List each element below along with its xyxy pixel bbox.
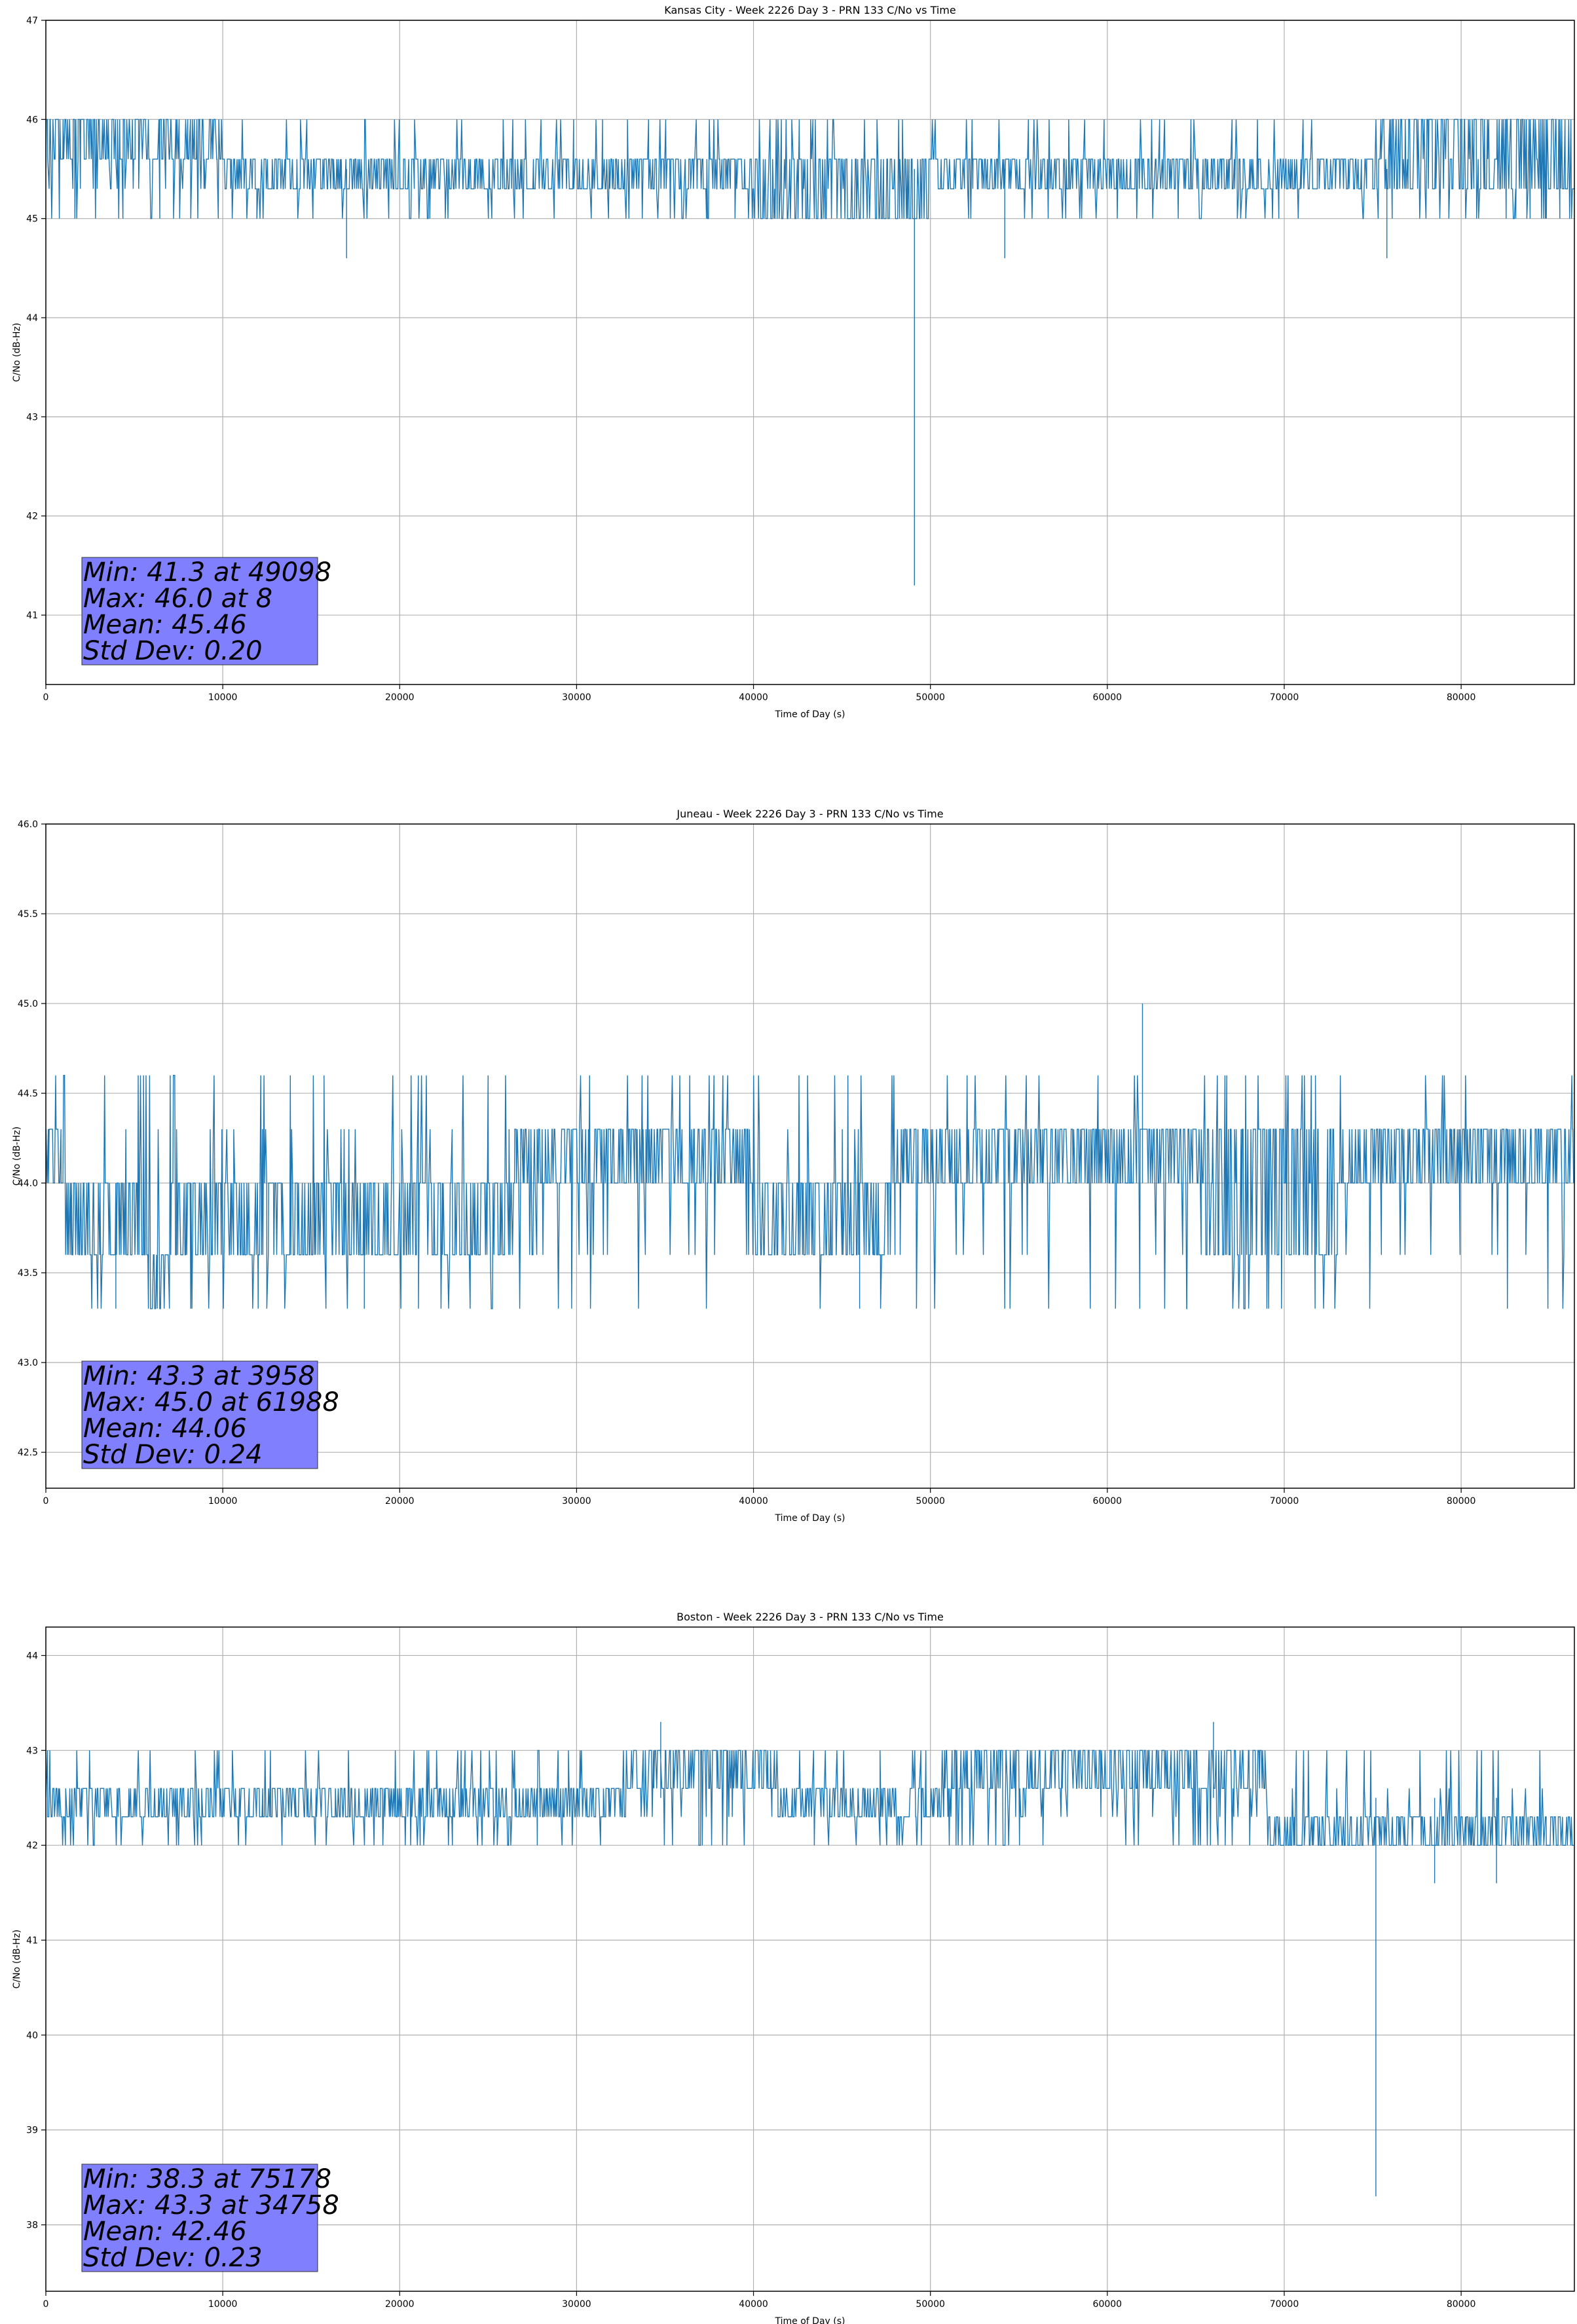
- y-tick-label: 43.0: [18, 1358, 38, 1368]
- stats-min: Min: 38.3 at 75178: [83, 2164, 331, 2194]
- x-tick-label: 10000: [208, 2299, 238, 2310]
- stats-mean: Mean: 45.46: [83, 610, 247, 640]
- y-tick-label: 47: [26, 16, 38, 26]
- x-tick-label: 0: [43, 692, 49, 703]
- x-axis-label: Time of Day (s): [775, 1513, 845, 1524]
- x-tick-label: 30000: [562, 2299, 591, 2310]
- y-tick-label: 42: [26, 1841, 38, 1851]
- y-tick-label: 38: [26, 2221, 38, 2231]
- plot-frame: [45, 1626, 1575, 2292]
- y-tick-label: 46.0: [18, 819, 38, 830]
- y-tick-label: 42.5: [18, 1448, 38, 1458]
- y-tick-label: 44.5: [18, 1089, 38, 1099]
- plot-frame: [45, 20, 1575, 685]
- y-tick-label: 44.0: [18, 1178, 38, 1189]
- x-tick-label: 70000: [1270, 692, 1299, 703]
- y-axis-label: C/No (dB-Hz): [12, 323, 22, 382]
- stats-box-background: [81, 2164, 318, 2272]
- stats-box-background: [81, 1360, 318, 1469]
- stats-std: Std Dev: 0.23: [83, 2243, 263, 2273]
- stats-std: Std Dev: 0.20: [83, 636, 263, 666]
- stats-mean: Mean: 42.46: [83, 2217, 247, 2247]
- y-tick-label: 40: [26, 2031, 38, 2041]
- x-tick-label: 30000: [562, 1496, 591, 1507]
- x-tick-label: 40000: [739, 692, 768, 703]
- x-tick-label: 60000: [1093, 692, 1122, 703]
- chart-panel-1: 0 10000 20000 30000 40000 50000 60000 70000 8000…: [12, 4, 1575, 720]
- stats-max: Max: 43.3 at 34758: [83, 2190, 339, 2221]
- x-tick-label: 20000: [385, 2299, 415, 2310]
- stats-box-background: [81, 557, 318, 665]
- y-tick-label: 41: [26, 1936, 38, 1946]
- chart-title: Kansas City - Week 2226 Day 3 - PRN 133 …: [664, 4, 955, 16]
- y-axis-label: C/No (dB-Hz): [12, 1127, 22, 1186]
- x-tick-label: 50000: [916, 2299, 945, 2310]
- x-tick-label: 0: [43, 1496, 49, 1507]
- x-tick-label: 80000: [1447, 692, 1476, 703]
- x-tick-label: 40000: [739, 1496, 768, 1507]
- y-tick-label: 46: [26, 115, 38, 125]
- y-tick-label: 45: [26, 214, 38, 225]
- y-tick-label: 39: [26, 2126, 38, 2136]
- cno-series-line: [46, 1721, 1574, 2197]
- cno-series-line: [46, 1003, 1574, 1309]
- stats-min: Min: 43.3 at 3958: [83, 1361, 315, 1391]
- chart-panel-2: 0 10000 20000 30000 40000 50000 60000 70000 8000…: [12, 808, 1575, 1524]
- stats-max: Max: 46.0 at 8: [83, 584, 272, 614]
- plot-frame: [45, 823, 1575, 1489]
- x-tick-label: 20000: [385, 692, 415, 703]
- stats-std: Std Dev: 0.24: [83, 1440, 263, 1470]
- cno-series-line: [46, 119, 1574, 586]
- chart-panel-3: 0 10000 20000 30000 40000 50000 60000 70000 8000…: [12, 1611, 1575, 2324]
- y-tick-label: 41: [26, 610, 38, 621]
- chart-title: Juneau - Week 2226 Day 3 - PRN 133 C/No …: [676, 808, 943, 820]
- x-tick-label: 20000: [385, 1496, 415, 1507]
- x-tick-label: 70000: [1270, 2299, 1299, 2310]
- x-tick-label: 10000: [208, 692, 238, 703]
- y-tick-label: 44: [26, 1651, 38, 1661]
- x-tick-label: 40000: [739, 2299, 768, 2310]
- stats-max: Max: 45.0 at 61988: [83, 1387, 339, 1417]
- y-axis-label: C/No (dB-Hz): [12, 1930, 22, 1989]
- stats-min: Min: 41.3 at 49098: [83, 557, 331, 588]
- x-axis-label: Time of Day (s): [775, 2316, 845, 2324]
- x-tick-label: 80000: [1447, 1496, 1476, 1507]
- y-tick-label: 42: [26, 512, 38, 522]
- x-tick-label: 50000: [916, 1496, 945, 1507]
- y-tick-label: 45.5: [18, 909, 38, 920]
- y-tick-label: 43: [26, 1746, 38, 1756]
- y-tick-label: 43: [26, 412, 38, 422]
- x-tick-label: 70000: [1270, 1496, 1299, 1507]
- x-tick-label: 50000: [916, 692, 945, 703]
- x-tick-label: 30000: [562, 692, 591, 703]
- x-tick-label: 60000: [1093, 1496, 1122, 1507]
- x-tick-label: 0: [43, 2299, 49, 2310]
- x-tick-label: 60000: [1093, 2299, 1122, 2310]
- x-tick-label: 10000: [208, 1496, 238, 1507]
- chart-title: Boston - Week 2226 Day 3 - PRN 133 C/No …: [677, 1611, 944, 1623]
- x-tick-label: 80000: [1447, 2299, 1476, 2310]
- y-tick-label: 45.0: [18, 999, 38, 1009]
- stats-mean: Mean: 44.06: [83, 1414, 247, 1444]
- y-tick-label: 43.5: [18, 1268, 38, 1279]
- x-axis-label: Time of Day (s): [775, 709, 845, 720]
- y-tick-label: 44: [26, 313, 38, 324]
